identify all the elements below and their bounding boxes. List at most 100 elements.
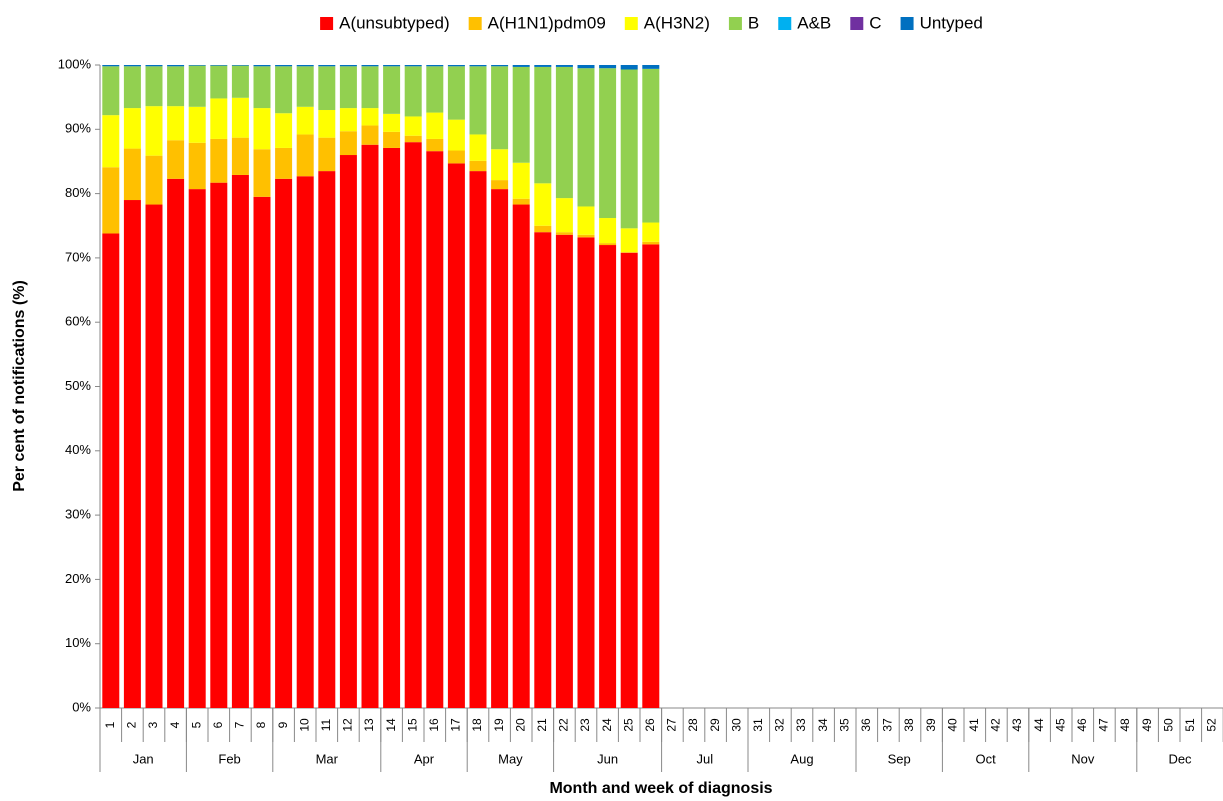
bar-segment xyxy=(318,65,336,67)
x-tick-label: 36 xyxy=(859,718,873,732)
bar-segment xyxy=(296,176,314,708)
bar-segment xyxy=(404,66,422,117)
legend: A(unsubtyped) A(H1N1)pdm09 A(H3N2) B A&B C Unt… xyxy=(320,13,983,32)
bar-segment xyxy=(620,65,638,70)
bar-segment xyxy=(318,66,336,111)
legend-label: A(H1N1)pdm09 xyxy=(488,13,606,32)
bar-segment xyxy=(102,115,120,168)
month-label: Aug xyxy=(790,751,813,766)
bar-segment xyxy=(383,65,401,67)
bar-segment xyxy=(555,232,573,235)
x-tick-label: 12 xyxy=(341,718,355,732)
bar-segment xyxy=(447,163,465,708)
x-tick-label: 43 xyxy=(1010,718,1024,732)
bar-segment xyxy=(642,222,660,242)
y-tick-label: 90% xyxy=(65,121,91,136)
bar-segment xyxy=(642,241,660,245)
bar-segment xyxy=(426,138,444,152)
x-tick-label: 7 xyxy=(233,721,247,728)
bar-segment xyxy=(534,232,552,708)
x-tick-label: 14 xyxy=(384,718,398,732)
x-tick-label: 18 xyxy=(470,718,484,732)
bar-segment xyxy=(512,204,530,708)
x-tick-label: 27 xyxy=(665,718,679,732)
bar-segment xyxy=(296,65,314,67)
bar-segment xyxy=(599,243,617,246)
x-tick-label: 19 xyxy=(492,718,506,732)
month-label: Jul xyxy=(696,751,713,766)
bar-segment xyxy=(339,65,357,67)
bar-segment xyxy=(534,183,552,226)
bar-segment xyxy=(253,196,271,708)
bar-segment xyxy=(123,108,141,149)
y-tick-label: 60% xyxy=(65,314,91,329)
bar-segment xyxy=(620,252,638,253)
bar-segment xyxy=(491,149,509,181)
month-label: May xyxy=(498,751,523,766)
bar-segment xyxy=(426,65,444,67)
bar-segment xyxy=(426,112,444,139)
month-label: Sep xyxy=(888,751,911,766)
bar-segment xyxy=(188,106,206,143)
legend-label: A(unsubtyped) xyxy=(339,13,450,32)
bar-segment xyxy=(534,225,552,233)
bar-segment xyxy=(231,137,249,175)
bar-segment xyxy=(188,65,206,66)
bar-segment xyxy=(361,144,379,708)
bar-segment xyxy=(512,66,530,163)
bar-segment xyxy=(339,108,357,132)
x-tick-label: 16 xyxy=(427,718,441,732)
bar-segment xyxy=(620,228,638,253)
bar-segment xyxy=(275,178,293,708)
bar-segment xyxy=(404,65,422,67)
month-label: Jan xyxy=(133,751,154,766)
bar-segment xyxy=(318,137,336,172)
bar-segment xyxy=(383,113,401,132)
legend-swatch xyxy=(778,17,792,30)
bar-segment xyxy=(469,160,487,172)
x-tick-label: 34 xyxy=(816,718,830,732)
bar-segment xyxy=(167,140,185,179)
x-tick-label: 52 xyxy=(1205,718,1219,732)
x-tick-label: 29 xyxy=(708,718,722,732)
bar-segment xyxy=(491,65,509,67)
legend-label: Untyped xyxy=(920,13,983,32)
x-tick-label: 40 xyxy=(945,718,959,732)
x-tick-label: 48 xyxy=(1118,718,1132,732)
bar-segment xyxy=(123,66,141,109)
legend-label: A(H3N2) xyxy=(644,13,710,32)
bar-segment xyxy=(167,178,185,708)
bar-segment xyxy=(577,65,595,69)
bar-segment xyxy=(210,65,228,66)
bar-segment xyxy=(210,182,228,708)
bar-segment xyxy=(123,200,141,708)
bar-segment xyxy=(167,66,185,107)
bar-segment xyxy=(167,106,185,141)
bar-segment xyxy=(145,66,163,107)
bar-segment xyxy=(253,149,271,197)
x-tick-label: 44 xyxy=(1032,718,1046,732)
bar-segment xyxy=(145,204,163,708)
month-label: Dec xyxy=(1168,751,1192,766)
bar-segment xyxy=(577,68,595,207)
x-tick-label: 41 xyxy=(967,718,981,732)
x-tick-label: 2 xyxy=(125,721,139,728)
bar-segment xyxy=(447,150,465,164)
month-label: Jun xyxy=(597,751,618,766)
bar-segment xyxy=(577,206,595,235)
month-label: Apr xyxy=(414,751,435,766)
month-label: Mar xyxy=(316,751,339,766)
bar-segment xyxy=(210,98,228,139)
bar-segment xyxy=(231,97,249,138)
bar-segment xyxy=(339,131,357,156)
bar-segment xyxy=(188,189,206,708)
bar-segment xyxy=(555,66,573,199)
y-tick-label: 70% xyxy=(65,249,91,264)
bar-segment xyxy=(275,113,293,148)
bar-segment xyxy=(577,237,595,708)
x-tick-label: 20 xyxy=(513,718,527,732)
x-tick-label: 22 xyxy=(557,718,571,732)
legend-swatch xyxy=(900,17,914,30)
bar-segment xyxy=(210,138,228,183)
